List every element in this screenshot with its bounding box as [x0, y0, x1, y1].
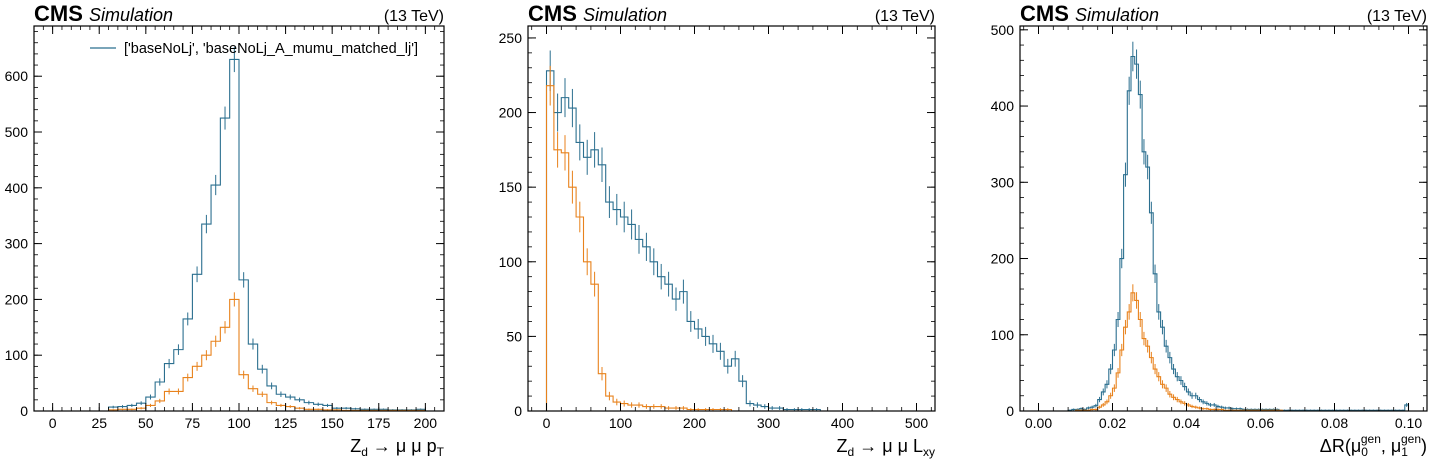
y-tick-label: 200: [5, 291, 29, 307]
simulation-label: Simulation: [583, 5, 667, 25]
x-tick-label: 0.02: [1099, 415, 1126, 431]
energy-label: (13 TeV): [875, 8, 935, 25]
x-tick-label: 200: [414, 415, 438, 431]
x-tick-label: 100: [227, 415, 251, 431]
x-tick-label: 0: [543, 415, 551, 431]
x-tick-label: 500: [905, 415, 929, 431]
energy-label: (13 TeV): [1367, 8, 1427, 25]
x-tick-label: 0: [49, 415, 57, 431]
x-tick-label: 100: [609, 415, 633, 431]
cms-label: CMS: [528, 1, 577, 26]
x-tick-label: 200: [683, 415, 707, 431]
panel-1: 0 100 200 300 400 500 0 50 100 150 200 250 CMS Simula…: [499, 1, 936, 459]
panel-2: 0.00 0.02 0.04 0.06 0.08 0.10 0 100 200 300 400 500…: [991, 1, 1428, 459]
legend-entry: ['baseNoLj', 'baseNoLj_A_mumu_matched_lj…: [124, 41, 418, 57]
y-tick-label: 0: [1006, 403, 1014, 419]
x-tick-label: 175: [367, 415, 391, 431]
cms-label: CMS: [34, 1, 83, 26]
y-tick-label: 400: [5, 180, 29, 196]
hist-series-0: [52, 58, 426, 412]
x-tick-label: 50: [138, 415, 154, 431]
y-tick-label: 100: [499, 254, 523, 270]
energy-label: (13 TeV): [384, 8, 444, 25]
x-tick-label: 0.06: [1247, 415, 1274, 431]
x-axis-label: Zd → μ μ Lxy: [837, 436, 935, 459]
simulation-label: Simulation: [89, 5, 173, 25]
y-tick-label: 150: [499, 179, 523, 195]
x-tick-label: 0.04: [1173, 415, 1200, 431]
panel-0: 0 25 50 75 100 125 150 175 200 0 100 200 300 400 500 60…: [5, 1, 445, 459]
x-tick-label: 0.00: [1025, 415, 1052, 431]
y-tick-label: 400: [991, 98, 1015, 114]
y-tick-label: 100: [991, 327, 1015, 343]
y-tick-label: 100: [5, 347, 29, 363]
hist-series-1: [52, 298, 426, 412]
x-tick-label: 0.10: [1395, 415, 1422, 431]
y-tick-label: 0: [514, 403, 522, 419]
x-tick-label: 300: [757, 415, 781, 431]
cms-label: CMS: [1020, 1, 1069, 26]
x-tick-label: 25: [91, 415, 107, 431]
hist-series-0: [1038, 55, 1410, 412]
y-tick-label: 200: [991, 251, 1015, 267]
y-tick-label: 500: [5, 124, 29, 140]
y-tick-label: 250: [499, 30, 523, 46]
y-tick-label: 50: [506, 328, 522, 344]
x-tick-label: 400: [831, 415, 855, 431]
simulation-label: Simulation: [1075, 5, 1159, 25]
y-tick-label: 500: [991, 22, 1015, 38]
axes-frame: [1019, 25, 1428, 412]
axes-frame: [527, 25, 936, 412]
hist-series-0: [545, 70, 917, 412]
x-axis-label: Zd → μ μ pT: [350, 436, 444, 459]
y-tick-label: 300: [5, 236, 29, 252]
x-tick-label: 150: [321, 415, 345, 431]
x-tick-label: 0.08: [1321, 415, 1348, 431]
hist-series-1: [1038, 292, 1409, 412]
y-tick-label: 200: [499, 105, 523, 121]
y-tick-label: 600: [5, 68, 29, 84]
x-axis-label: ΔR(μ0gen, μ1gen): [1320, 432, 1427, 459]
y-tick-label: 300: [991, 174, 1015, 190]
y-tick-label: 0: [20, 403, 28, 419]
x-tick-label: 125: [274, 415, 298, 431]
x-tick-label: 75: [185, 415, 201, 431]
